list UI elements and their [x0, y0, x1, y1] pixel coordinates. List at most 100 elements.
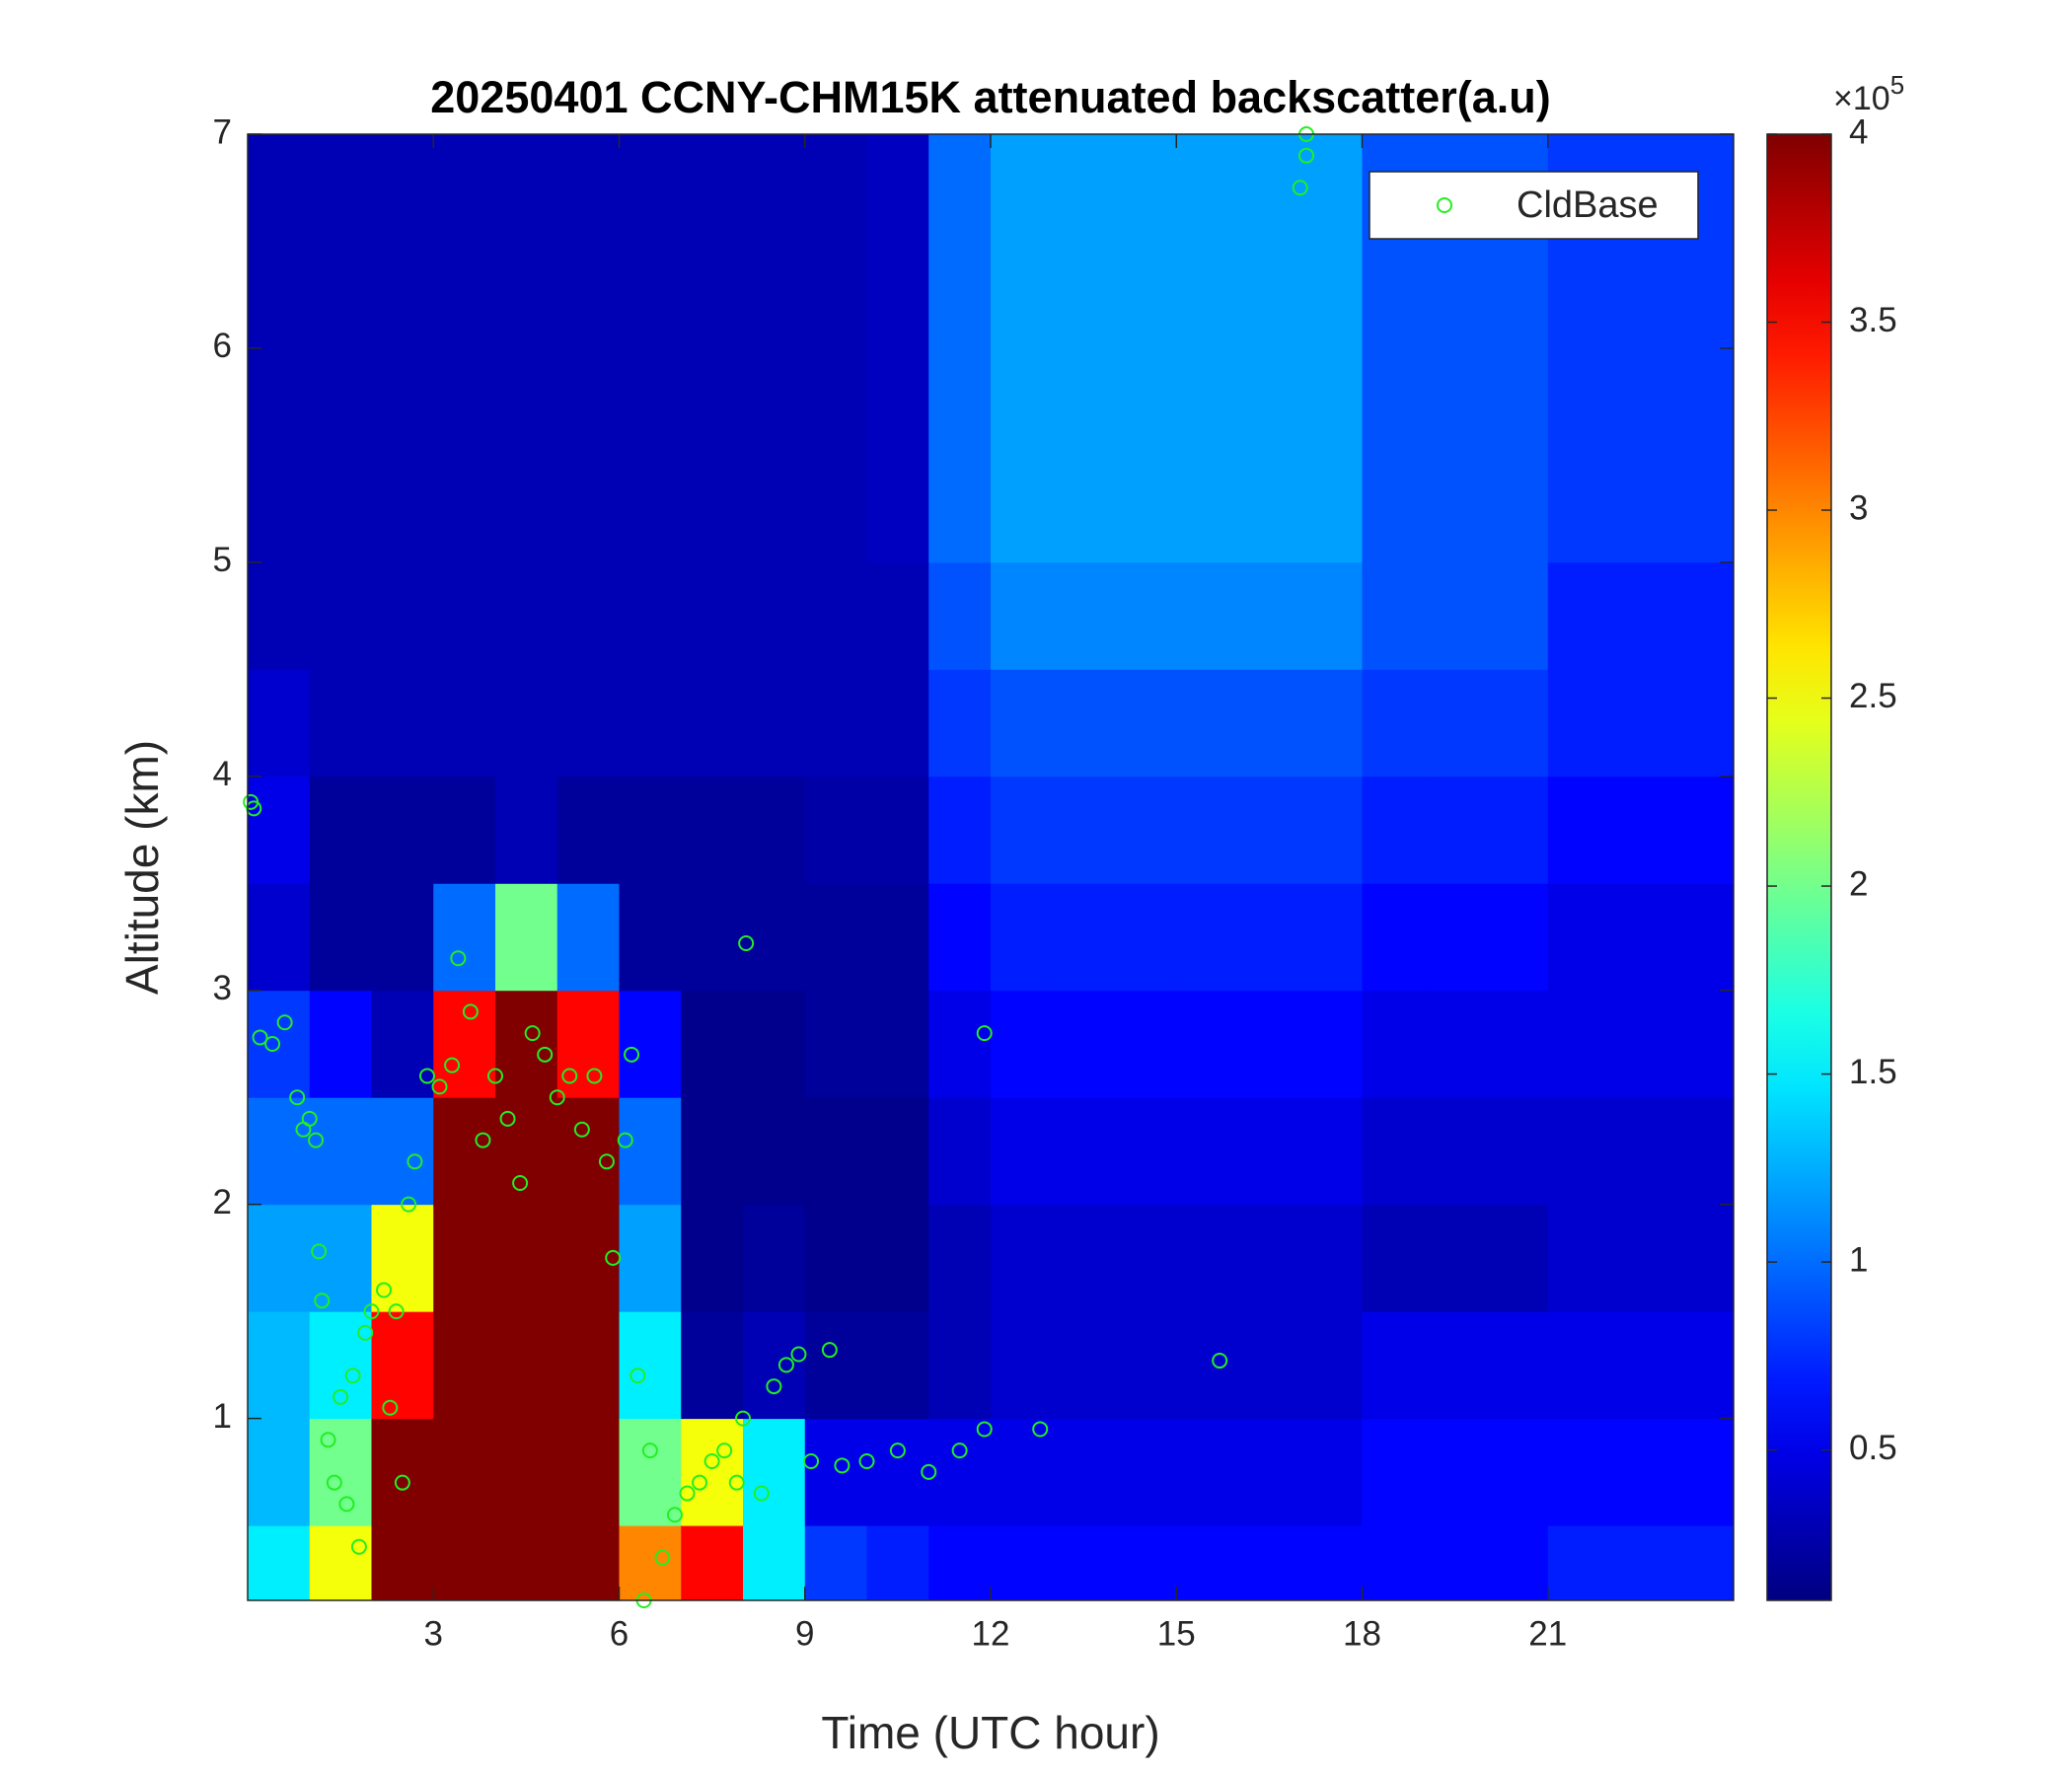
heatmap-cell [1671, 990, 1735, 1098]
heatmap-cell [928, 990, 992, 1098]
heatmap-cell [495, 990, 558, 1098]
heatmap-cell [928, 241, 992, 349]
cloud-base-marker [790, 1346, 807, 1363]
cloud-base-marker [834, 1457, 851, 1474]
heatmap-cell [371, 1204, 434, 1312]
y-tick-label: 7 [213, 112, 232, 151]
heatmap-cell [866, 455, 929, 563]
heatmap-cell [619, 990, 682, 1098]
heatmap-cell [866, 776, 929, 884]
heatmap-cell [1609, 241, 1672, 349]
cloud-base-marker [738, 935, 755, 952]
cloud-base-marker [252, 1029, 268, 1046]
heatmap-cell [371, 883, 434, 992]
heatmap-cell [433, 883, 496, 992]
heatmap-cell [1671, 1204, 1735, 1312]
colorbar-tick-label: 2.5 [1849, 677, 1897, 715]
y-tick-label: 4 [213, 755, 232, 793]
heatmap-cell [1052, 1097, 1115, 1206]
heatmap-cell [433, 241, 496, 349]
cloud-base-marker [311, 1243, 328, 1260]
cloud-base-marker [549, 1089, 565, 1106]
heatmap-cell [1424, 1418, 1487, 1526]
heatmap-cell [495, 241, 558, 349]
heatmap-cell [1114, 990, 1177, 1098]
heatmap-cell [619, 883, 682, 992]
cloud-base-marker [629, 1368, 646, 1384]
heatmap-cell [248, 561, 311, 670]
y-tick-label: 6 [213, 327, 232, 365]
colorbar-tick-label: 2 [1849, 864, 1868, 903]
heatmap-cell [556, 134, 620, 242]
heatmap-cell [371, 990, 434, 1098]
colorbar-tick-label: 0.5 [1849, 1429, 1897, 1467]
heatmap-cell [991, 347, 1054, 456]
heatmap-cell [495, 669, 558, 777]
heatmap-cell [1424, 1525, 1487, 1601]
heatmap-cell [495, 1311, 558, 1420]
heatmap-cell [1362, 455, 1425, 563]
cloud-base-marker [512, 1174, 529, 1191]
heatmap-cell [433, 455, 496, 563]
heatmap-cell [619, 347, 682, 456]
cloud-base-marker [1212, 1353, 1228, 1369]
heatmap-cell [1671, 1418, 1735, 1526]
heatmap-cell [1424, 455, 1487, 563]
heatmap-cell [556, 669, 620, 777]
heatmap-cell [1424, 347, 1487, 456]
heatmap-cell [1238, 455, 1301, 563]
x-tick-label: 3 [424, 1614, 443, 1653]
heatmap-cell [1052, 455, 1115, 563]
heatmap-cell [991, 1097, 1054, 1206]
heatmap-cell [1114, 455, 1177, 563]
heatmap-cell [1114, 1311, 1177, 1420]
heatmap-cell [1299, 241, 1363, 349]
heatmap-cell [1671, 561, 1735, 670]
cloud-base-marker [487, 1068, 503, 1084]
heatmap-cell [619, 455, 682, 563]
cloud-base-marker [1298, 147, 1315, 164]
colorbar-tick-label: 3 [1849, 488, 1868, 527]
heatmap-cell [1486, 1525, 1549, 1601]
cloud-base-marker [777, 1357, 794, 1373]
heatmap-cell [804, 1204, 867, 1312]
heatmap-cell [433, 1418, 496, 1526]
heatmap-cell [743, 347, 806, 456]
heatmap-cell [1299, 1525, 1363, 1601]
cloud-base-marker [431, 1078, 448, 1095]
heatmap-cell [681, 347, 744, 456]
heatmap-cell [1486, 990, 1549, 1098]
heatmap-cell [1609, 1204, 1672, 1312]
heatmap-cell [928, 883, 992, 992]
heatmap-cell [804, 776, 867, 884]
cloud-base-marker [821, 1342, 838, 1359]
heatmap-cell [1486, 455, 1549, 563]
heatmap-cell [433, 347, 496, 456]
heatmap-cell [1671, 669, 1735, 777]
cloud-base-marker [537, 1046, 554, 1063]
heatmap-cell [743, 1418, 806, 1526]
cloud-base-marker [598, 1153, 615, 1170]
heatmap-cell [1486, 776, 1549, 884]
heatmap-cell [1671, 883, 1735, 992]
heatmap-cell [1486, 1311, 1549, 1420]
heatmap [248, 134, 1735, 1601]
heatmap-cell [1238, 883, 1301, 992]
heatmap-cell [928, 134, 992, 242]
heatmap-cell [1424, 241, 1487, 349]
heatmap-cell [1486, 1418, 1549, 1526]
heatmap-cell [1114, 1204, 1177, 1312]
heatmap-cell [1424, 776, 1487, 884]
cloud-base-marker [976, 1025, 993, 1042]
cloud-base-marker [803, 1452, 820, 1469]
cloud-base-marker [889, 1443, 906, 1459]
heatmap-cell [619, 241, 682, 349]
heatmap-cell [743, 669, 806, 777]
heatmap-cell [1176, 347, 1239, 456]
heatmap-cell [1299, 1311, 1363, 1420]
heatmap-cell [928, 1418, 992, 1526]
heatmap-cell [619, 561, 682, 670]
heatmap-cell [248, 1418, 311, 1526]
heatmap-cell [991, 1204, 1054, 1312]
